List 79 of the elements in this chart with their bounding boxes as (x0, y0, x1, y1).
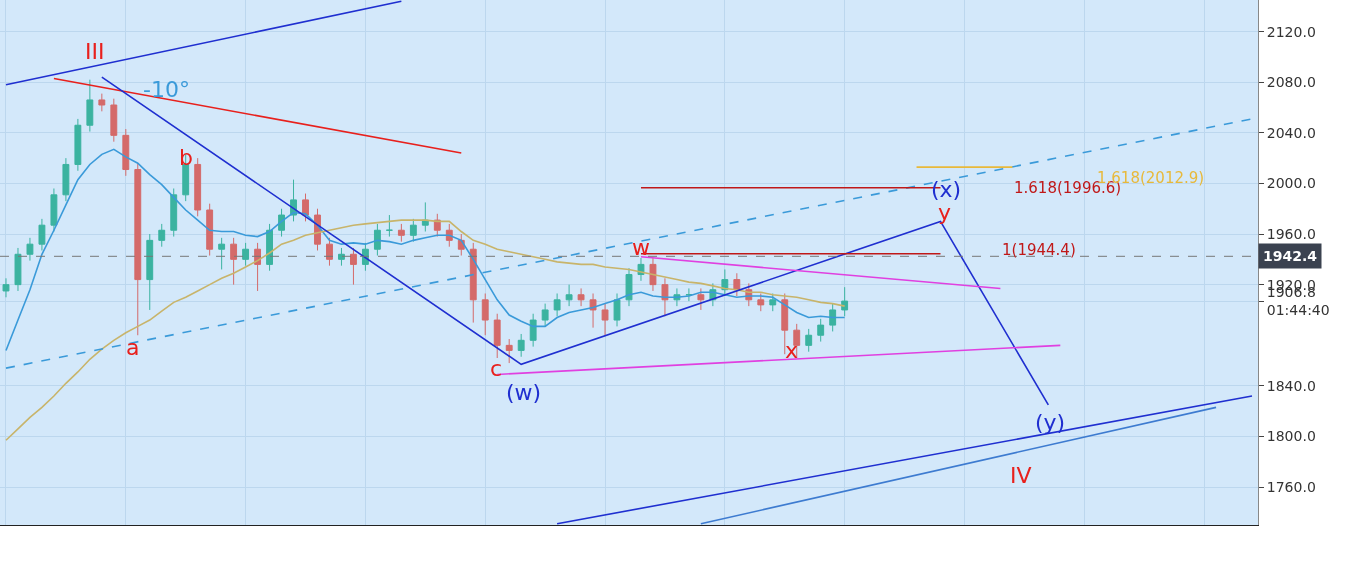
candlestick (529, 313, 537, 348)
candlestick (14, 247, 22, 292)
candlestick (421, 201, 429, 233)
candlestick (62, 157, 70, 202)
candlestick (841, 286, 849, 317)
y-tick-label: 1960.0 (1266, 225, 1316, 242)
y-tick-label: 1760.0 (1266, 478, 1316, 495)
candlestick (493, 313, 501, 359)
annotation: III (85, 39, 105, 64)
candlestick (769, 292, 777, 312)
candlestick (170, 187, 178, 238)
ref-line-label: 1942.4 (1263, 248, 1318, 264)
candlestick (565, 284, 573, 307)
candlestick (26, 237, 34, 262)
candlestick (98, 93, 106, 112)
candlestick (146, 233, 154, 311)
candlestick (302, 193, 309, 222)
candlestick (481, 292, 489, 336)
candlestick (74, 118, 82, 172)
annotation: w (632, 235, 650, 260)
candlestick (385, 214, 393, 238)
candlestick (373, 223, 381, 257)
candlestick (805, 328, 813, 353)
candlestick (350, 247, 357, 286)
candlestick (517, 333, 525, 358)
candlestick (649, 257, 657, 292)
candlestick (541, 303, 549, 327)
annotation: a (126, 335, 140, 360)
candlestick (2, 277, 10, 298)
annotation: c (490, 356, 503, 381)
annotation: (x) (931, 177, 962, 202)
annotation: b (179, 145, 193, 170)
candlestick (433, 213, 441, 238)
candlestick (397, 223, 405, 243)
candlestick (194, 157, 202, 217)
candlestick (733, 272, 741, 297)
candlestick (577, 287, 585, 307)
candlestick (134, 162, 142, 336)
candlestick (661, 277, 669, 317)
y-tick-label: 2080.0 (1266, 74, 1316, 91)
candlestick (697, 287, 705, 311)
candlestick (409, 218, 417, 243)
candlestick (50, 187, 58, 233)
y-tick-label: 2040.0 (1266, 124, 1316, 141)
annotation: (y) (1035, 410, 1066, 435)
line-series (5, 219, 846, 442)
annotation: IV (1010, 463, 1032, 488)
candlestick (110, 98, 118, 143)
candlestick (122, 128, 130, 177)
candlestick (38, 218, 46, 251)
candlestick (721, 268, 729, 297)
candlestick (338, 247, 345, 267)
candlestick (218, 237, 226, 270)
candlestick (553, 292, 561, 317)
annotation: (w) (506, 380, 542, 405)
candlestick (230, 237, 238, 286)
y-tick-label: 1800.0 (1266, 428, 1316, 445)
candlestick (601, 303, 609, 336)
annotation: y (938, 200, 952, 225)
candlestick (829, 303, 837, 332)
annotation: 1(1944.4) (1002, 241, 1076, 259)
candlestick (445, 223, 453, 248)
candlestick (817, 318, 825, 343)
candlestick (757, 292, 765, 312)
candlestick (625, 267, 633, 307)
y-tick-label: 2120.0 (1266, 23, 1316, 40)
y-tick-label: 1840.0 (1266, 377, 1316, 394)
candlestick (158, 223, 166, 248)
candlestick (242, 242, 250, 267)
annotation: x (785, 338, 799, 363)
candlestick (685, 287, 693, 302)
candlestick (86, 79, 94, 133)
candlestick (469, 242, 477, 324)
y-tick-label: 2000.0 (1266, 175, 1316, 192)
annotation: -10° (143, 77, 190, 102)
candlestick (613, 292, 621, 327)
candlestick (505, 338, 513, 364)
candlestick (266, 223, 274, 272)
candlestick (206, 203, 214, 257)
